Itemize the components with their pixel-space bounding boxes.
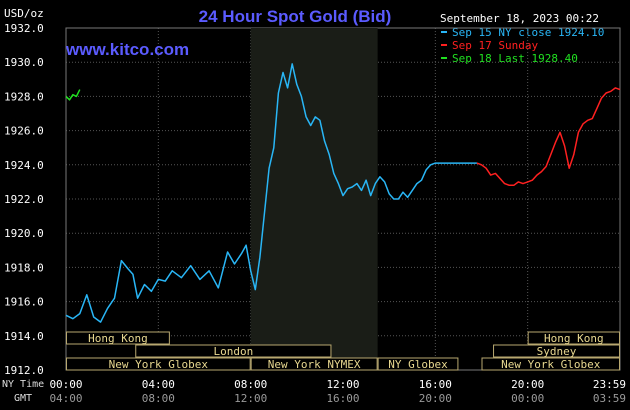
session-box <box>135 344 332 358</box>
y-tick-label: 1928.0 <box>4 90 44 103</box>
gmt-tick-label: 03:59 <box>593 392 626 405</box>
y-tick-label: 1932.0 <box>4 22 44 35</box>
legend-item: Sep 17 Sunday <box>441 39 538 52</box>
session-box <box>66 357 251 371</box>
x-tick-label: 16:00 <box>419 378 452 391</box>
series-line <box>476 87 621 187</box>
session-bar: New York NYMEX <box>250 357 378 371</box>
session-label: Hong Kong <box>544 332 604 345</box>
y-tick-label: 1912.0 <box>4 364 44 377</box>
session-label: Hong Kong <box>88 332 148 345</box>
y-tick-label: 1918.0 <box>4 261 44 274</box>
session-label: New York Globex <box>501 358 601 371</box>
gmt-row-label: GMT <box>14 393 32 404</box>
gmt-tick-label: 04:00 <box>49 392 82 405</box>
market-sessions: Hong Kong London New York Globex New York N… <box>66 331 621 371</box>
y-tick-label: 1924.0 <box>4 159 44 172</box>
session-bar: Hong Kong <box>527 331 621 345</box>
chart-title: 24 Hour Spot Gold (Bid) <box>199 7 392 26</box>
session-bar: NY Globex <box>377 357 459 371</box>
x-tick-label: 00:00 <box>49 378 82 391</box>
y-tick-label: 1914.0 <box>4 330 44 343</box>
y-axis-label: USD/oz <box>4 7 44 20</box>
legend-label: Sep 17 Sunday <box>452 39 538 52</box>
session-label: New York NYMEX <box>268 358 361 371</box>
y-tick-label: 1920.0 <box>4 227 44 240</box>
x-tick-label: 12:00 <box>326 378 359 391</box>
legend-item: Sep 15 NY close 1924.10 <box>441 26 604 39</box>
gmt-tick-label: 16:00 <box>326 392 359 405</box>
nymex-band <box>250 28 378 370</box>
session-bar: Sydney <box>493 344 620 358</box>
session-label: New York Globex <box>109 358 209 371</box>
legend-item: Sep 18 Last 1928.40 <box>441 52 578 65</box>
highlight-band <box>250 28 378 370</box>
session-label: NY Globex <box>388 358 448 371</box>
session-box <box>377 357 459 371</box>
gmt-tick-label: 20:00 <box>419 392 452 405</box>
session-bar: London <box>135 344 332 358</box>
x-tick-label: 08:00 <box>234 378 267 391</box>
series-line <box>65 63 477 323</box>
series-lines <box>65 63 621 323</box>
session-label: London <box>213 345 253 358</box>
y-tick-label: 1916.0 <box>4 296 44 309</box>
session-bar: Hong Kong <box>66 331 170 345</box>
x-tick-label: 20:00 <box>511 378 544 391</box>
website-label: www.kitco.com <box>65 40 189 59</box>
y-tick-label: 1930.0 <box>4 56 44 69</box>
series-line <box>65 89 81 101</box>
x-row-label: NY Time <box>2 379 44 390</box>
legend-label: Sep 15 NY close 1924.10 <box>452 26 604 39</box>
y-tick-label: 1926.0 <box>4 125 44 138</box>
session-box <box>66 331 170 345</box>
gmt-tick-label: 08:00 <box>142 392 175 405</box>
session-label: Sydney <box>537 345 577 358</box>
gmt-tick-label: 00:00 <box>511 392 544 405</box>
axes: 1932.0 1930.0 1928.0 1926.0 1924.0 1922.0 1920… <box>2 22 626 405</box>
legend-label: Sep 18 Last 1928.40 <box>452 52 578 65</box>
session-box <box>527 331 621 345</box>
session-bar: New York Globex <box>481 357 620 371</box>
session-box <box>250 357 378 371</box>
gmt-tick-label: 12:00 <box>234 392 267 405</box>
datestamp: September 18, 2023 00:22 <box>440 12 599 25</box>
session-box <box>493 344 620 358</box>
y-tick-label: 1922.0 <box>4 193 44 206</box>
session-box <box>481 357 620 371</box>
session-bar: New York Globex <box>66 357 251 371</box>
x-tick-label: 23:59 <box>593 378 626 391</box>
x-tick-label: 04:00 <box>142 378 175 391</box>
